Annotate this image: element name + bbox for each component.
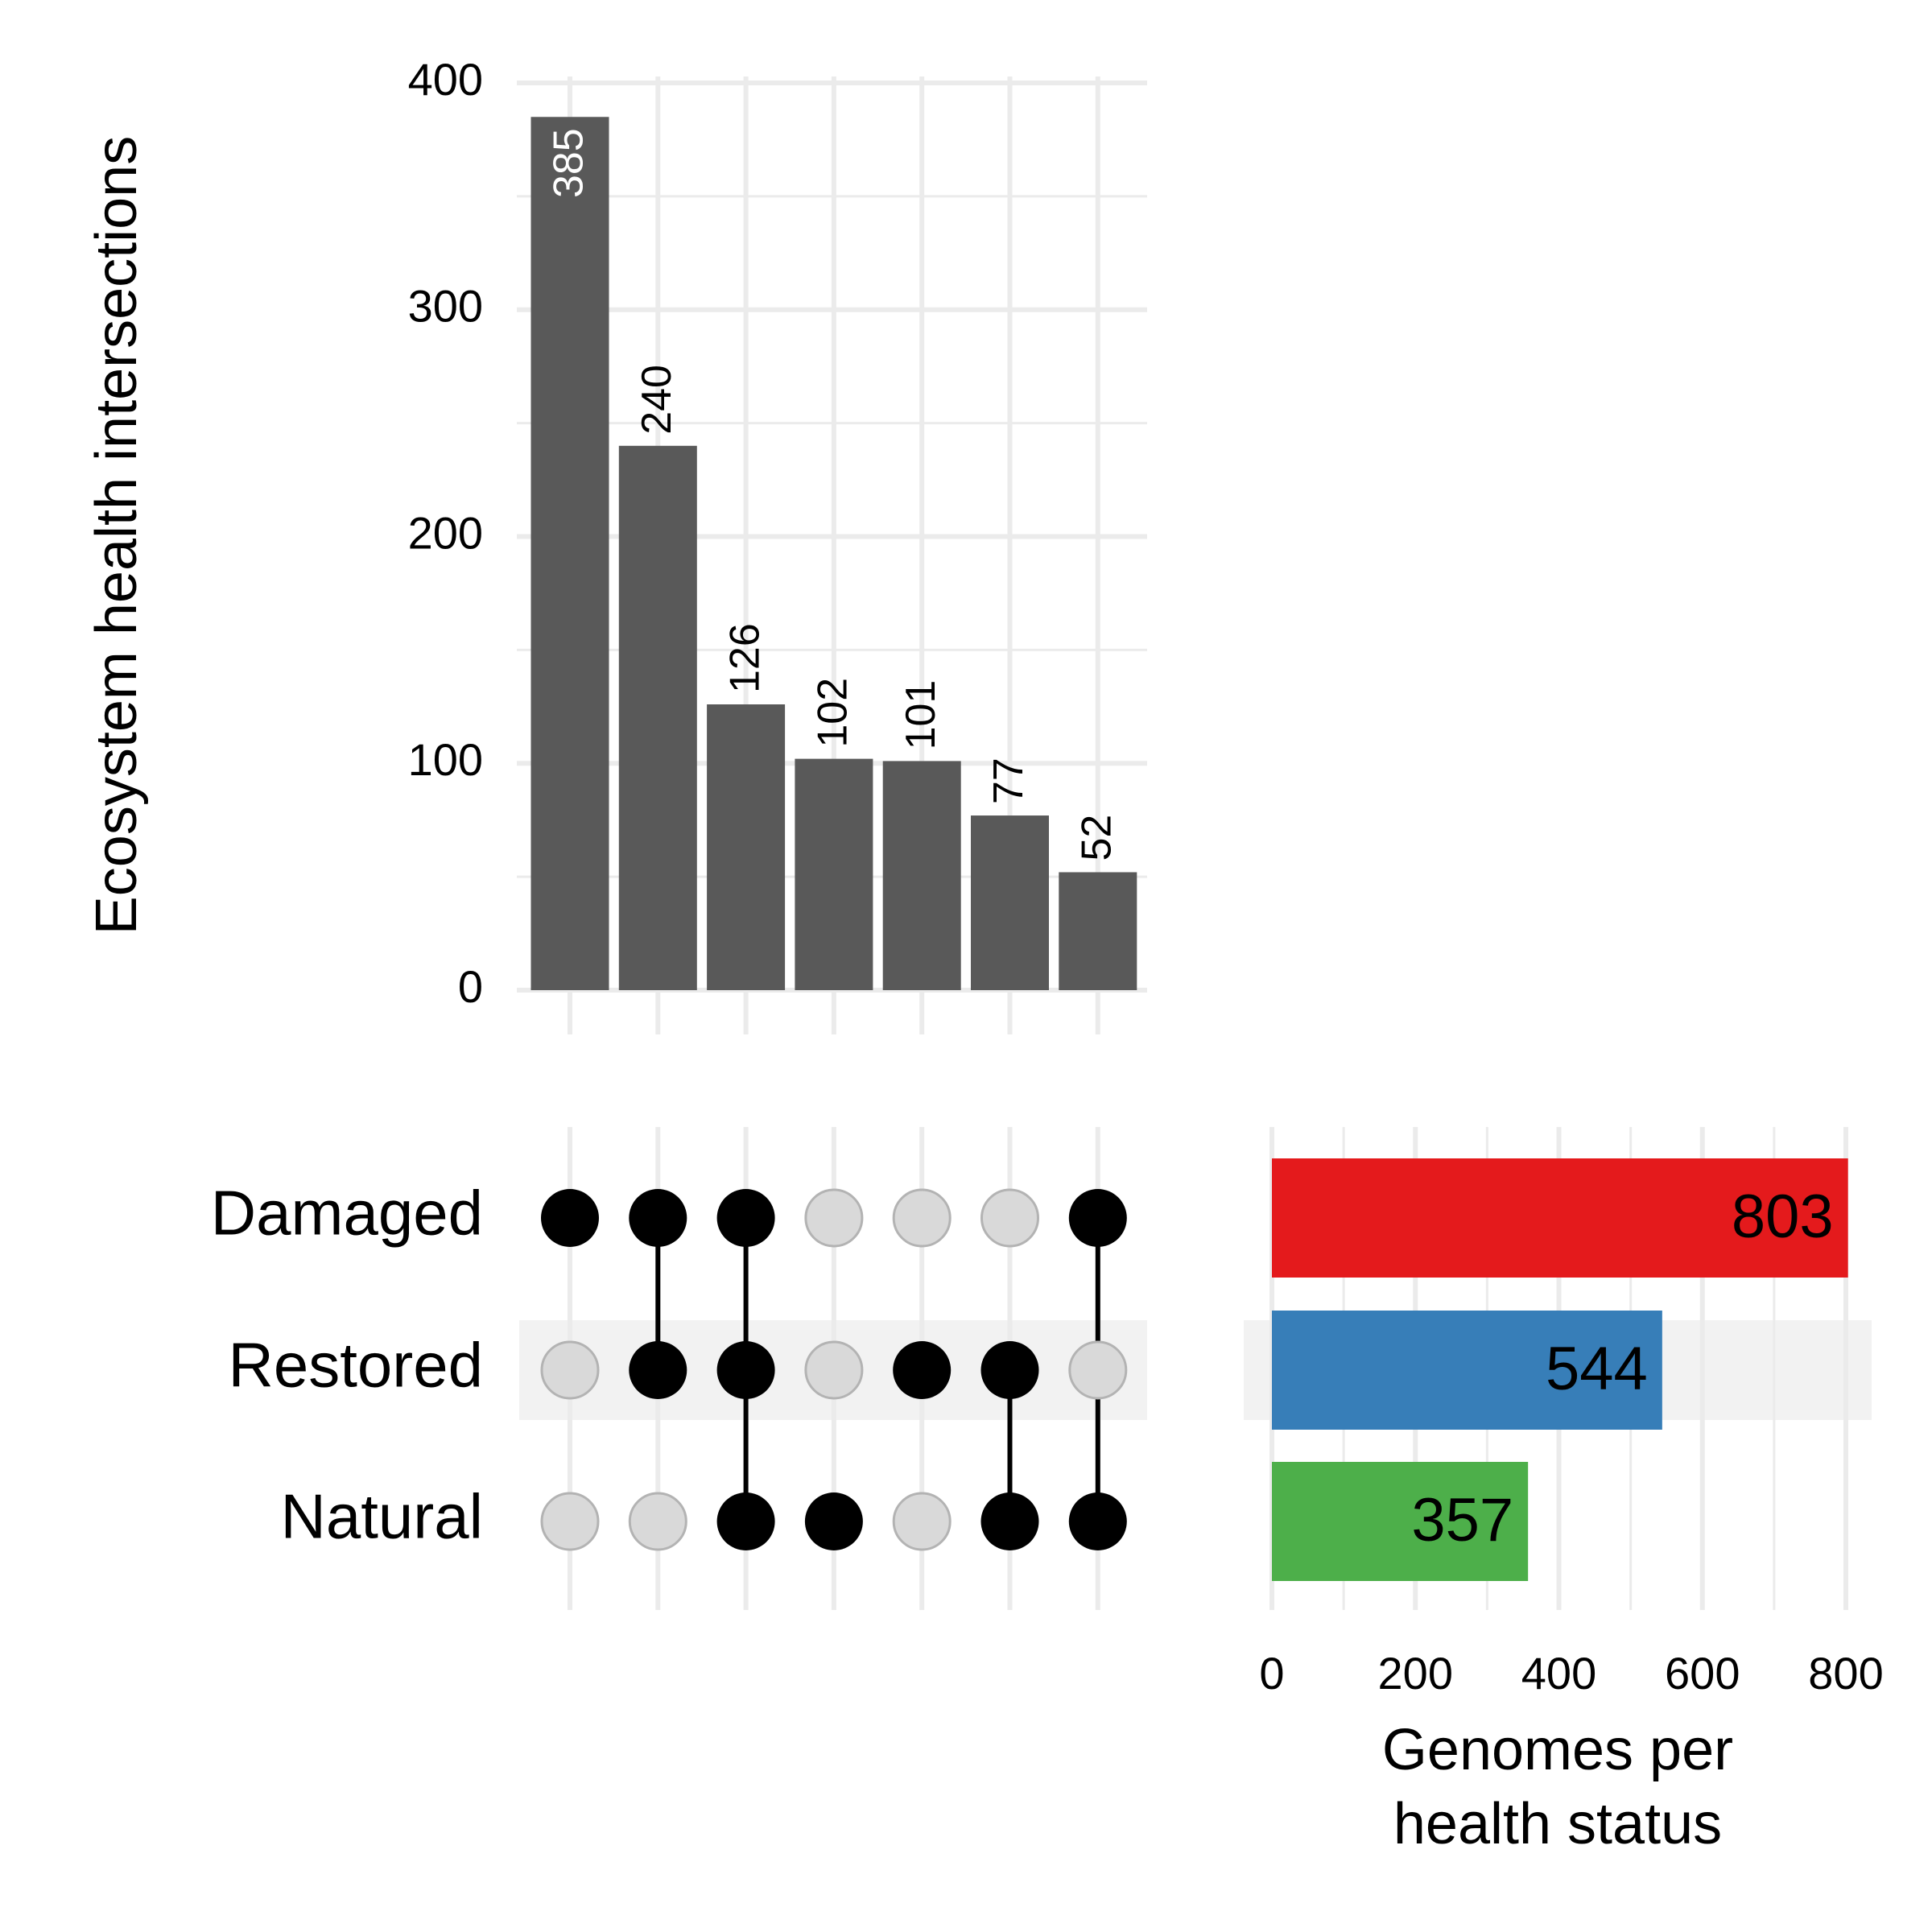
intersection-bar [707,704,786,990]
intersection-y-axis-title: Ecosystem health intersections [85,136,149,935]
matrix-dot-active [804,1492,863,1550]
intersection-bar [530,117,609,991]
matrix-dot-active [1068,1492,1127,1550]
set-labels: Damaged Restored Natural [211,1178,483,1552]
y-tick-label: 200 [408,507,483,558]
matrix-dot-active [629,1189,687,1247]
set-label-restored: Restored [229,1330,484,1401]
y-tick-label: 0 [458,961,483,1012]
intersection-y-ticks: 0 100 200 300 400 [408,54,483,1012]
intersection-bar-label: 77 [985,758,1032,804]
set-size-bars [1272,1158,1848,1581]
intersection-bar-label: 101 [898,680,944,750]
y-tick-label: 100 [408,734,483,785]
set-size-x-axis-title-line-1: Genomes per [1382,1718,1733,1782]
set-size-x-axis-title-line-2: health status [1393,1792,1722,1856]
matrix-dot-inactive [980,1188,1039,1248]
matrix-dot-inactive [892,1492,952,1551]
matrix-dot-active [716,1189,775,1247]
matrix-dot-active [629,1341,687,1399]
matrix-dot-inactive [1068,1340,1128,1400]
matrix-dot-active [1068,1189,1127,1247]
intersection-bar-label: 126 [721,623,768,693]
intersection-bar [882,761,961,990]
matrix-dots [540,1188,1128,1551]
set-label-natural: Natural [281,1481,483,1552]
x-tick-label: 600 [1665,1648,1740,1699]
intersection-bars [530,117,1137,991]
intersection-bar-label: 385 [546,128,592,198]
set-size-bar-label: 803 [1732,1183,1834,1251]
y-tick-label: 400 [408,54,483,105]
x-tick-label: 200 [1378,1648,1453,1699]
x-tick-label: 0 [1259,1648,1284,1699]
intersection-bar [618,445,697,990]
matrix-dot-active [980,1492,1039,1550]
matrix-dot-active [716,1492,775,1550]
set-size-bar-natural [1272,1462,1529,1581]
set-size-bar-label: 357 [1411,1486,1513,1554]
intersection-bar [1059,872,1137,990]
matrix-dot-inactive [540,1340,600,1400]
intersection-bar [795,758,873,990]
matrix-dot-active [541,1189,599,1247]
matrix-dot-inactive [540,1492,600,1551]
set-size-bar-damaged [1272,1158,1848,1278]
intersection-bar [971,815,1049,990]
set-size-bar-labels: 803 544 357 [1411,1183,1833,1554]
set-size-bar-restored [1272,1311,1662,1430]
matrix-dot-active [980,1341,1039,1399]
matrix-dot-inactive [804,1340,864,1400]
set-size-bar-label: 544 [1546,1335,1648,1403]
intersection-bar-labels: 385 240 126 102 101 77 52 [546,128,1121,861]
matrix-dot-active [716,1341,775,1399]
x-tick-label: 400 [1521,1648,1596,1699]
x-tick-label: 800 [1808,1648,1883,1699]
intersection-bar-label: 240 [634,365,680,435]
intersection-bar-label: 102 [810,678,857,748]
y-tick-label: 300 [408,281,483,332]
set-label-damaged: Damaged [211,1178,483,1249]
matrix-dot-active [893,1341,952,1399]
matrix-dot-inactive [892,1188,952,1248]
matrix-dot-inactive [804,1188,864,1248]
set-size-x-ticks: 0 200 400 600 800 [1259,1648,1883,1699]
intersection-bar-label: 52 [1074,815,1121,861]
matrix-dot-inactive [628,1492,687,1551]
